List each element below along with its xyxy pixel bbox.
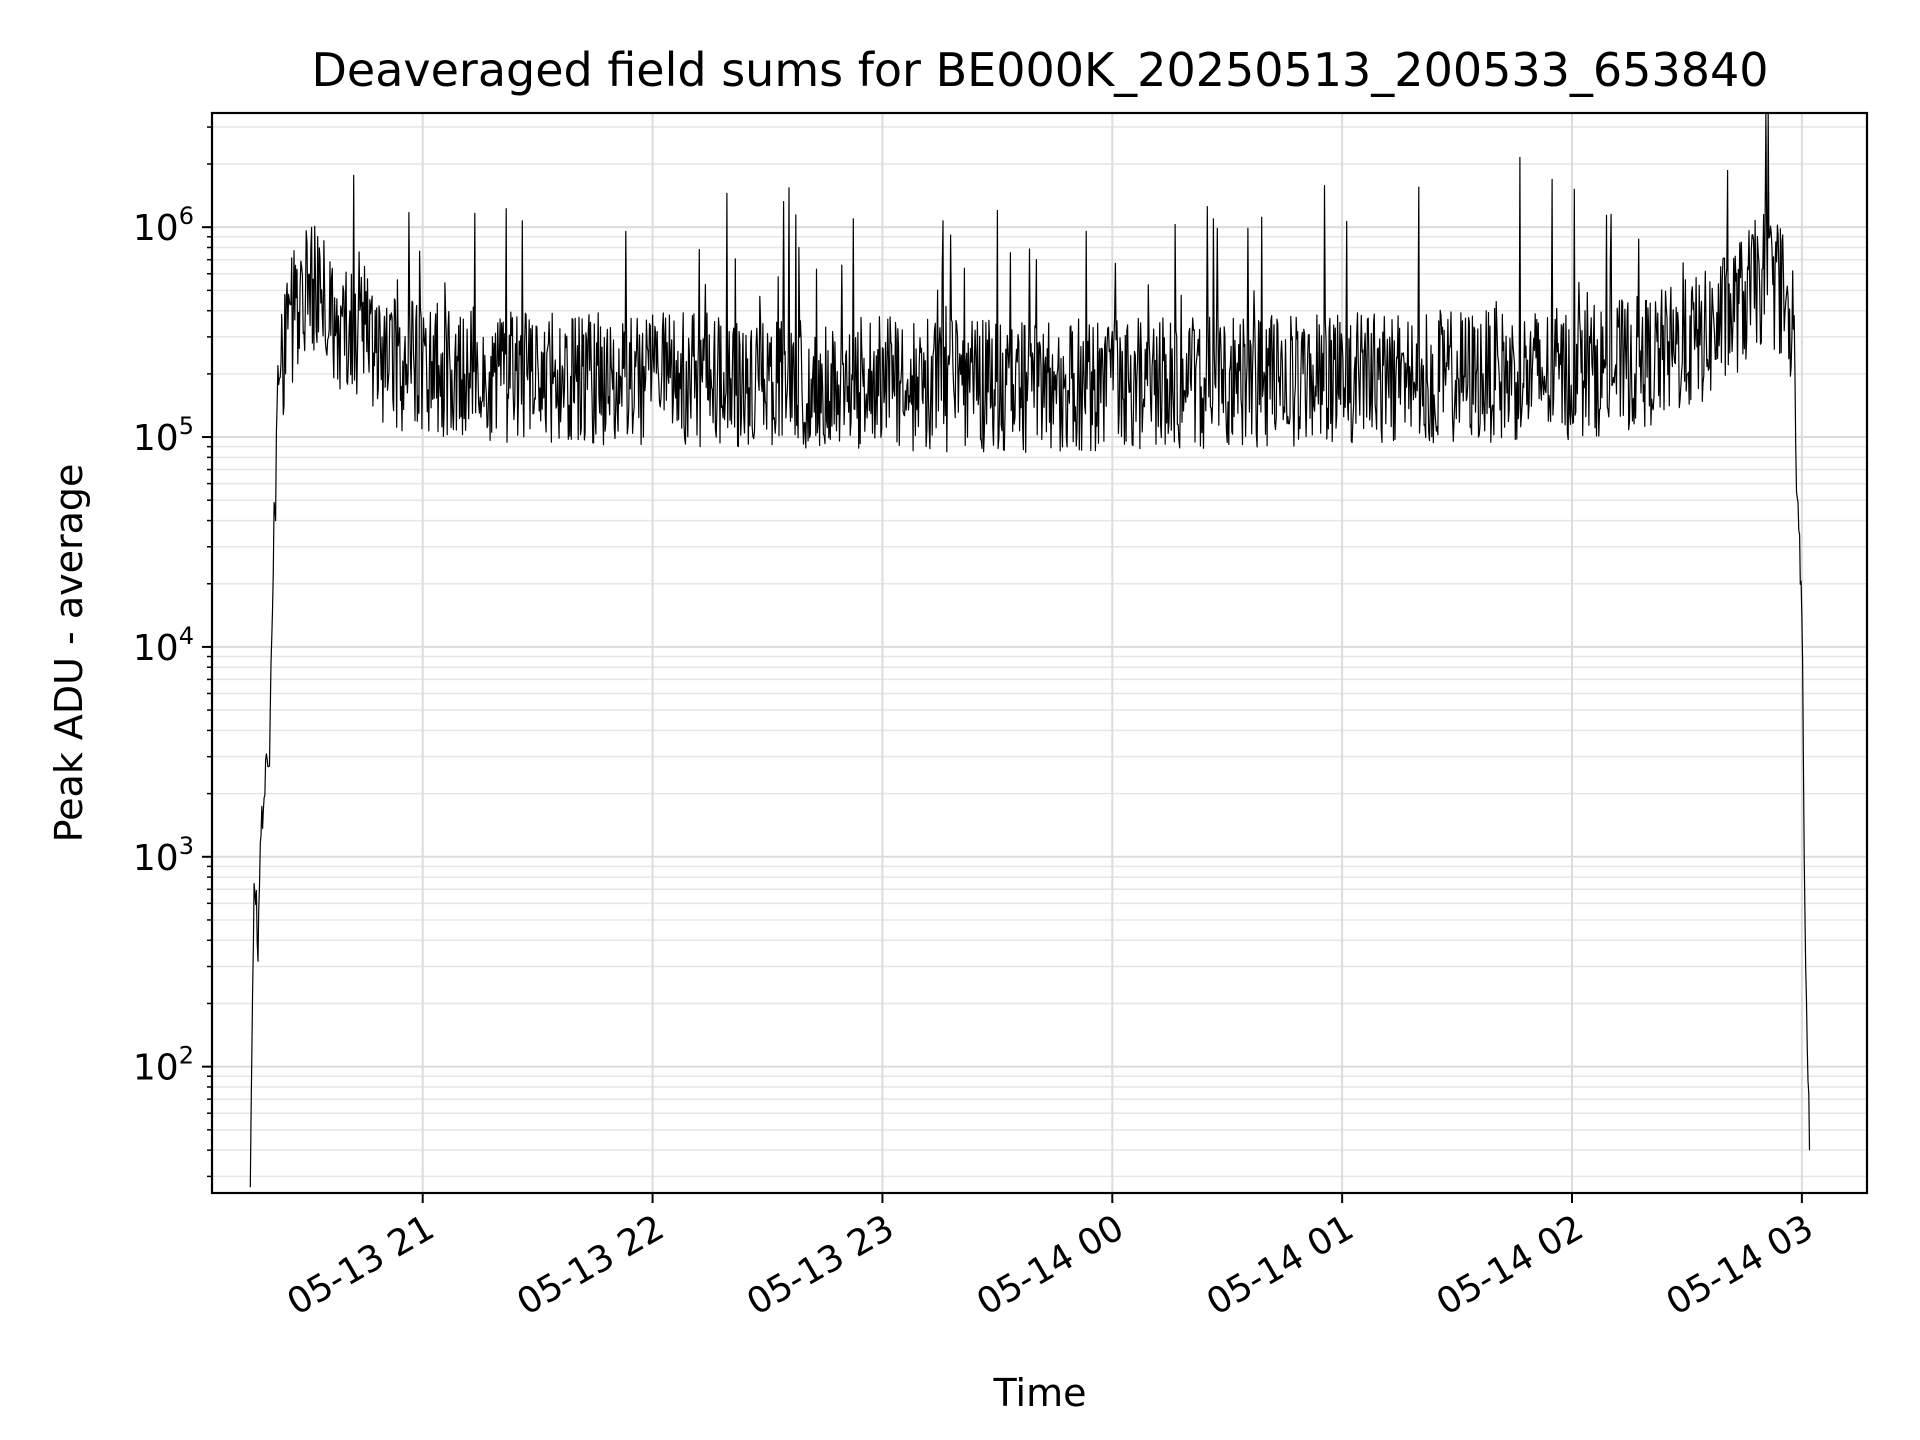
y-tick-exponent: 3 <box>179 832 194 860</box>
y-tick-label: 104 <box>133 622 194 669</box>
y-tick-exponent: 2 <box>179 1042 194 1070</box>
y-tick-base: 10 <box>133 418 179 459</box>
y-tick-exponent: 6 <box>179 202 194 230</box>
grid <box>212 113 1867 1193</box>
y-tick-base: 10 <box>133 1048 179 1089</box>
y-tick-label: 105 <box>133 412 194 459</box>
y-tick-label: 103 <box>133 832 194 879</box>
y-tick-base: 10 <box>133 628 179 669</box>
y-tick-exponent: 4 <box>179 622 194 650</box>
y-tick-base: 10 <box>133 838 179 879</box>
x-axis-label: Time <box>993 1371 1087 1415</box>
y-tick-exponent: 5 <box>179 412 194 440</box>
series-layer <box>249 112 1811 1188</box>
y-tick-base: 10 <box>133 208 179 249</box>
y-axis-label: Peak ADU - average <box>47 464 91 843</box>
y-tick-label: 106 <box>133 202 194 249</box>
series-line <box>249 112 1811 1188</box>
chart-title: Deaveraged field sums for BE000K_2025051… <box>311 43 1768 97</box>
plot-frame <box>210 111 1869 1195</box>
y-tick-label: 102 <box>133 1042 194 1089</box>
